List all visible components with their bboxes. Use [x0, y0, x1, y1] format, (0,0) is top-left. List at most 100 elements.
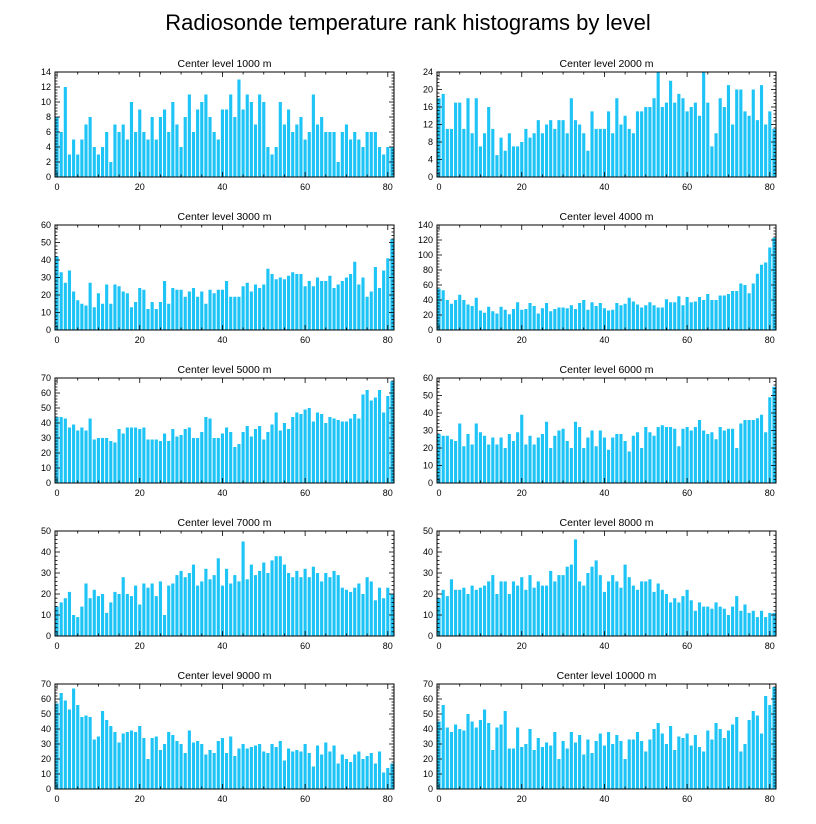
- bar: [361, 594, 365, 636]
- bar: [287, 573, 291, 636]
- bar: [449, 128, 454, 178]
- bar: [611, 437, 615, 483]
- bar: [59, 693, 63, 789]
- bar: [764, 124, 768, 177]
- bar: [390, 763, 394, 789]
- bar: [365, 577, 369, 636]
- y-tick-label: 20: [423, 85, 433, 95]
- bar: [503, 448, 507, 483]
- bar: [689, 302, 693, 330]
- bar: [357, 751, 361, 789]
- bar: [751, 610, 755, 636]
- bar: [640, 111, 644, 178]
- chart-panel-1: Center level 1000 m 0 20 40 60 80 0 2 4 6 8 10 12 14: [41, 58, 395, 192]
- bar: [557, 759, 561, 789]
- bar: [586, 573, 590, 636]
- bar: [474, 589, 478, 636]
- bar: [491, 311, 495, 330]
- bar: [353, 414, 357, 483]
- bar: [602, 128, 606, 178]
- bar: [125, 594, 129, 636]
- bar: [336, 420, 340, 483]
- bar: [623, 441, 627, 483]
- bar: [287, 429, 291, 483]
- bar: [573, 309, 578, 330]
- bar: [710, 300, 714, 330]
- bar: [437, 721, 441, 789]
- bar: [495, 594, 499, 636]
- bar: [652, 729, 656, 789]
- bar: [669, 302, 673, 330]
- bar: [735, 717, 739, 789]
- bar: [109, 303, 113, 330]
- bar: [158, 302, 162, 330]
- bar: [295, 412, 299, 483]
- bar: [648, 302, 652, 330]
- bar: [474, 297, 478, 330]
- bar: [117, 429, 121, 483]
- bar: [361, 277, 365, 330]
- bar: [681, 305, 685, 330]
- bar: [299, 751, 303, 789]
- bar: [557, 430, 561, 483]
- bar: [55, 606, 59, 636]
- bar: [142, 738, 146, 789]
- panels: Center level 1000 m0 20 40 60 8002468101214C…: [41, 58, 777, 804]
- bar: [697, 115, 702, 177]
- bar: [270, 274, 274, 330]
- bar: [373, 600, 377, 636]
- bar: [487, 581, 491, 636]
- x-tick-label: 80: [383, 335, 393, 345]
- bar: [233, 117, 237, 177]
- bar: [722, 608, 726, 636]
- y-tick-label: 0: [428, 172, 433, 182]
- bar: [171, 735, 175, 789]
- bar: [299, 117, 303, 177]
- x-tick-label: 80: [765, 641, 775, 651]
- bar: [482, 133, 487, 177]
- bar: [706, 294, 710, 330]
- bar: [702, 751, 706, 789]
- bar: [573, 539, 578, 636]
- y-tick-label: 16: [423, 102, 433, 112]
- bar: [382, 412, 386, 483]
- bar: [507, 434, 511, 483]
- bar: [718, 98, 722, 177]
- bar: [125, 139, 129, 177]
- bar: [623, 564, 627, 636]
- bar: [187, 573, 191, 636]
- bar: [96, 736, 100, 789]
- bar: [627, 739, 631, 789]
- bar: [619, 434, 623, 483]
- bar: [685, 111, 689, 178]
- bar: [759, 733, 764, 789]
- bar: [673, 750, 677, 789]
- bar: [544, 124, 549, 177]
- bar: [445, 435, 449, 483]
- bar: [336, 162, 340, 177]
- bar: [499, 581, 503, 636]
- y-tick-label: 10: [41, 769, 51, 779]
- x-tick-label: 60: [300, 182, 310, 192]
- bar: [573, 421, 578, 483]
- bar: [644, 581, 648, 636]
- plot-frame: [436, 683, 777, 790]
- bar: [162, 615, 167, 636]
- bar: [726, 428, 731, 483]
- bar: [328, 275, 332, 330]
- bar: [520, 414, 524, 483]
- bar: [320, 754, 324, 789]
- bar: [615, 98, 619, 177]
- bar: [291, 132, 295, 177]
- x-tick-label: 40: [599, 182, 609, 192]
- bar: [67, 270, 72, 330]
- bar: [499, 137, 503, 178]
- bar: [303, 409, 307, 483]
- bar: [598, 575, 602, 636]
- bar: [454, 102, 458, 178]
- bar: [648, 107, 652, 177]
- bar: [681, 738, 685, 789]
- bar: [582, 448, 586, 483]
- bar: [582, 754, 586, 789]
- bar: [565, 133, 569, 177]
